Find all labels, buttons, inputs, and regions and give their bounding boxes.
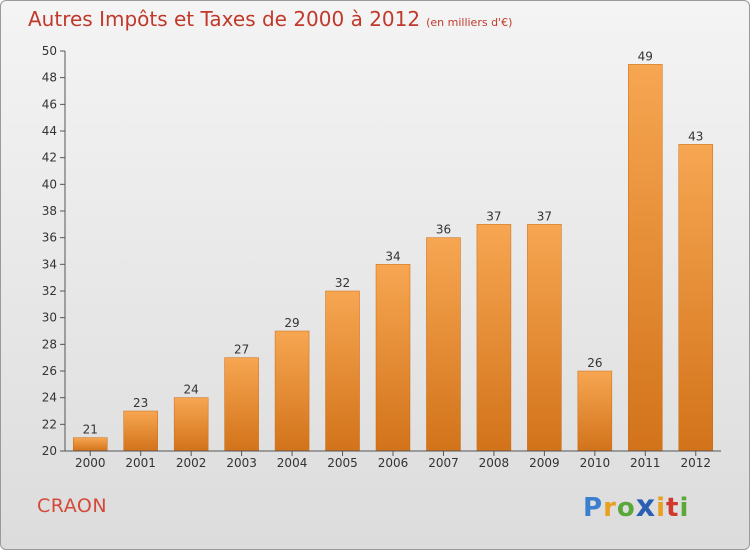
x-tick-label: 2009 <box>529 456 560 470</box>
bar-value-label: 27 <box>234 343 249 357</box>
x-tick-label: 2005 <box>327 456 358 470</box>
x-tick-label: 2001 <box>125 456 156 470</box>
y-tick-label: 24 <box>42 391 57 405</box>
bar-2003 <box>224 357 259 452</box>
logo-letter: i <box>679 493 690 523</box>
y-axis: 20 22 24 26 28 30 32 34 36 38 40 42 44 46 48 50 <box>42 44 66 458</box>
proxiti-logo: Proxiti <box>583 489 689 524</box>
y-tick-label: 36 <box>42 231 57 245</box>
bar-value-label: 32 <box>335 276 350 290</box>
x-axis: 2000 2001 2002 2003 2004 2005 2006 2007 2008 2009… <box>65 450 721 470</box>
bar-value-label: 37 <box>486 209 501 223</box>
town-name: CRAON <box>37 495 108 517</box>
bar-value-label: 21 <box>83 423 98 437</box>
y-tick-label: 38 <box>42 204 57 218</box>
x-tick-label: 2008 <box>479 456 510 470</box>
bar-2010 <box>577 370 613 452</box>
logo-letter: x <box>635 489 657 524</box>
bar-value-label: 26 <box>587 356 602 370</box>
logo-letter: P <box>583 493 604 523</box>
y-tick-label: 40 <box>42 177 57 191</box>
bar-value-label: 34 <box>385 249 400 263</box>
x-tick-label: 2012 <box>680 456 711 470</box>
bar-2002 <box>173 397 209 452</box>
chart-title-text: Autres Impôts et Taxes de 2000 à 2012 <box>28 7 421 31</box>
y-tick-label: 28 <box>42 337 57 351</box>
bar-2007 <box>426 237 461 452</box>
x-tick-label: 2000 <box>75 456 106 470</box>
bar-value-label: 24 <box>184 383 199 397</box>
x-tick-label: 2007 <box>428 456 459 470</box>
bar-value-label: 23 <box>133 396 148 410</box>
chart-unit: (en milliers d'€) <box>426 16 513 29</box>
y-tick-label: 26 <box>42 364 57 378</box>
y-tick-label: 44 <box>42 124 57 138</box>
y-tick-label: 32 <box>42 284 57 298</box>
x-tick-label: 2002 <box>176 456 207 470</box>
x-tick-label: 2011 <box>630 456 661 470</box>
y-tick-label: 46 <box>42 97 57 111</box>
bar-value-label: 43 <box>688 129 703 143</box>
x-tick-label: 2004 <box>277 456 308 470</box>
y-tick-label: 48 <box>42 71 57 85</box>
bar-2008 <box>476 224 512 452</box>
bar-2000 <box>72 437 108 452</box>
x-tick-label: 2006 <box>378 456 409 470</box>
bars: 21 23 24 27 29 32 34 36 37 37 26 49 43 <box>72 49 714 452</box>
x-tick-label: 2003 <box>226 456 257 470</box>
bar-2004 <box>274 330 310 452</box>
bar-value-label: 37 <box>537 209 552 223</box>
logo-letter: o <box>616 493 636 523</box>
bar-2006 <box>375 264 411 452</box>
bar-2009 <box>527 224 562 452</box>
bar-2012 <box>678 144 714 452</box>
logo-letter: i <box>656 493 667 523</box>
y-tick-label: 22 <box>42 417 57 431</box>
x-tick-label: 2010 <box>580 456 611 470</box>
y-tick-label: 50 <box>42 44 57 58</box>
y-tick-label: 42 <box>42 151 57 165</box>
bar-2001 <box>123 410 158 452</box>
logo-letter: t <box>666 493 680 523</box>
bar-value-label: 29 <box>284 316 299 330</box>
y-tick-label: 30 <box>42 311 57 325</box>
chart-title: Autres Impôts et Taxes de 2000 à 2012 (en… <box>28 7 512 31</box>
bar-2005 <box>325 290 360 452</box>
logo-letter: r <box>603 493 617 523</box>
y-tick-label: 20 <box>42 444 57 458</box>
bar-value-label: 36 <box>436 223 451 237</box>
y-tick-label: 34 <box>42 257 57 271</box>
bar-2011 <box>628 64 663 452</box>
bar-value-label: 49 <box>638 49 653 63</box>
